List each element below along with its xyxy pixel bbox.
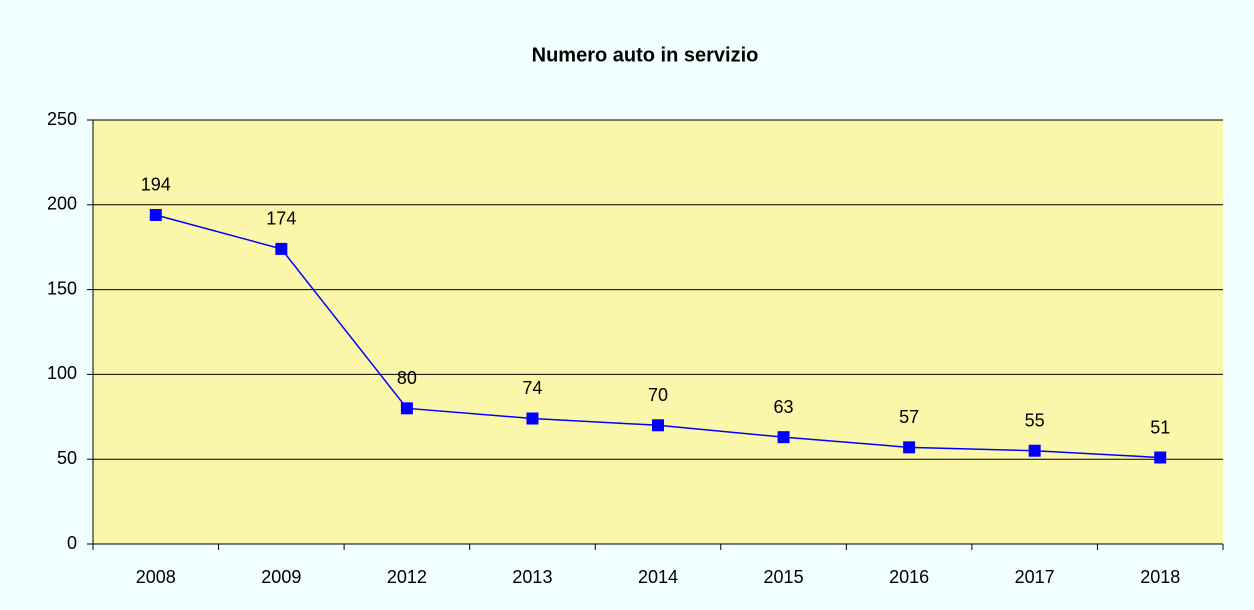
y-tick-label: 0: [67, 533, 77, 553]
x-tick-label: 2008: [136, 567, 176, 587]
x-tick-label: 2014: [638, 567, 678, 587]
x-tick-label: 2015: [764, 567, 804, 587]
marker: [903, 441, 916, 454]
marker: [652, 419, 664, 432]
marker: [275, 242, 288, 255]
y-tick-label: 250: [47, 109, 77, 129]
plot-area: [93, 120, 1223, 544]
x-tick-label: 2016: [889, 567, 929, 587]
data-label: 57: [899, 407, 919, 427]
data-label: 80: [397, 368, 417, 388]
marker: [526, 412, 539, 425]
marker: [777, 431, 790, 444]
data-label: 55: [1025, 410, 1045, 430]
marker: [400, 402, 413, 415]
data-label: 74: [522, 378, 542, 398]
y-tick-label: 150: [47, 278, 77, 298]
marker: [149, 208, 162, 221]
marker: [1028, 444, 1041, 457]
x-tick-label: 2012: [387, 567, 427, 587]
x-tick-label: 2013: [512, 567, 552, 587]
marker: [1154, 451, 1167, 464]
data-label: 194: [141, 175, 171, 195]
x-tick-label: 2018: [1140, 567, 1180, 587]
y-tick-label: 200: [47, 194, 77, 214]
y-tick-label: 50: [57, 448, 77, 468]
data-label: 63: [774, 397, 794, 417]
data-label: 70: [648, 385, 668, 405]
x-tick-label: 2017: [1015, 567, 1055, 587]
data-label: 51: [1150, 417, 1170, 437]
x-tick-label: 2009: [261, 567, 301, 587]
chart-title: Numero auto in servizio: [532, 44, 759, 66]
data-label: 174: [266, 209, 296, 229]
y-tick-label: 100: [47, 363, 77, 383]
